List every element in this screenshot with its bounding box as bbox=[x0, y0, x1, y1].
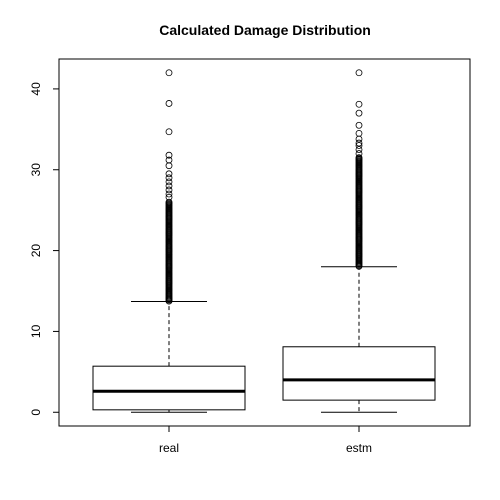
outlier-point bbox=[165, 156, 173, 164]
outlier-point bbox=[165, 100, 173, 107]
box-iqr bbox=[92, 365, 246, 411]
outlier-point bbox=[165, 182, 173, 190]
y-tick-label: 40 bbox=[29, 82, 43, 96]
outlier-point bbox=[165, 151, 173, 159]
outlier-point bbox=[165, 198, 173, 206]
outlier-point bbox=[355, 109, 363, 117]
outlier-point bbox=[165, 69, 173, 77]
outlier-point bbox=[355, 121, 363, 129]
x-tick-label: real bbox=[159, 441, 179, 455]
outliers bbox=[165, 69, 173, 305]
outlier-point bbox=[165, 178, 173, 186]
x-tick-label: estm bbox=[346, 441, 372, 455]
outlier-point bbox=[165, 170, 173, 178]
box-real bbox=[92, 69, 246, 413]
outlier-point bbox=[355, 146, 363, 153]
y-tick-label: 10 bbox=[29, 324, 43, 338]
y-tick-label: 0 bbox=[29, 409, 43, 416]
boxes bbox=[92, 69, 436, 413]
outlier-point bbox=[355, 139, 363, 147]
outlier-point bbox=[355, 100, 363, 108]
y-tick-label: 30 bbox=[29, 163, 43, 177]
chart-title: Calculated Damage Distribution bbox=[159, 22, 371, 38]
box-iqr bbox=[282, 346, 436, 401]
y-axis: 0 10 20 30 40 bbox=[29, 82, 59, 416]
outlier-point bbox=[355, 69, 363, 77]
box-estm bbox=[282, 69, 436, 413]
outlier-point bbox=[355, 129, 363, 137]
outlier-point bbox=[355, 150, 363, 157]
outlier-point bbox=[165, 162, 173, 170]
x-axis: real estm bbox=[159, 426, 372, 455]
outlier-point bbox=[165, 186, 173, 194]
y-tick-label: 20 bbox=[29, 244, 43, 258]
outlier-point bbox=[165, 193, 173, 201]
outliers bbox=[355, 69, 363, 270]
outlier-point bbox=[165, 174, 173, 182]
outlier-point bbox=[165, 128, 173, 136]
outlier-point bbox=[355, 154, 363, 162]
outlier-point bbox=[355, 135, 363, 143]
outlier-point bbox=[355, 142, 363, 149]
outlier-point bbox=[165, 190, 173, 198]
plot-frame bbox=[58, 58, 471, 427]
